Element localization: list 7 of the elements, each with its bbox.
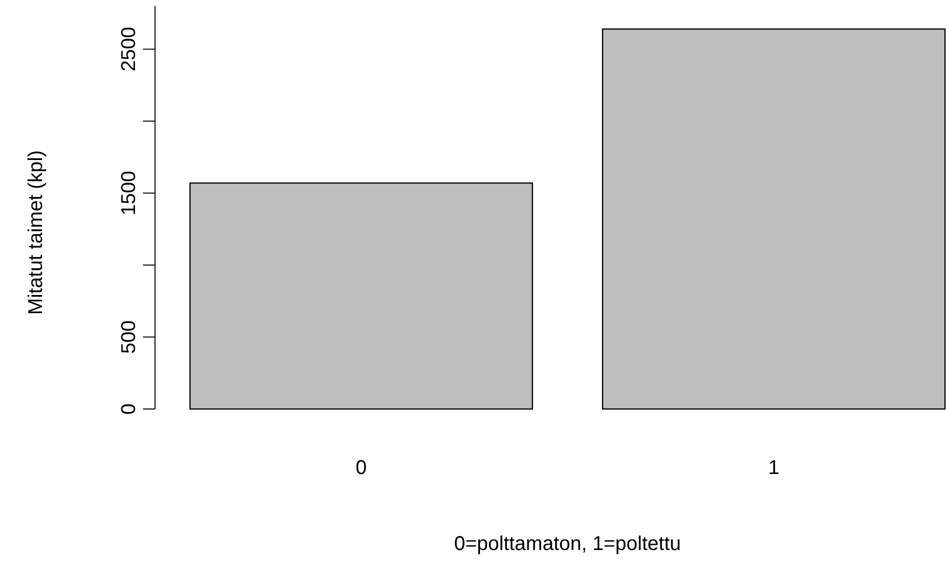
y-tick-label: 0 <box>118 403 140 415</box>
y-axis-title: Mitatut taimet (kpl) <box>25 150 47 315</box>
x-axis-title: 0=polttamaton, 1=poltettu <box>454 533 681 555</box>
x-tick-label: 1 <box>768 457 780 479</box>
y-tick-label: 2500 <box>118 26 140 72</box>
y-tick-label: 500 <box>118 320 140 354</box>
y-tick-label: 1500 <box>118 170 140 216</box>
